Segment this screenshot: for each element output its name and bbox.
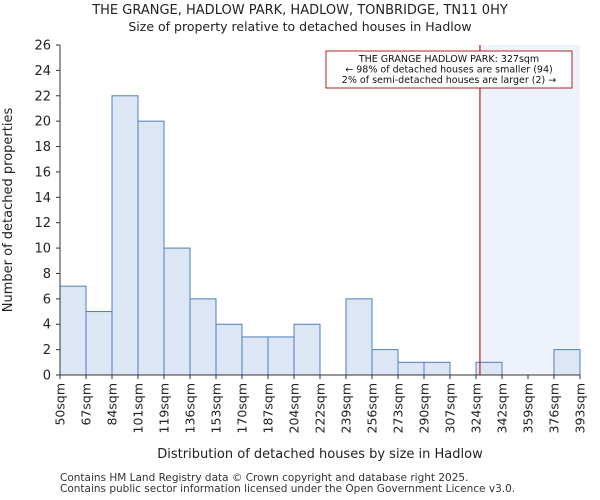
x-axis-label: Distribution of detached houses by size … xyxy=(157,447,483,462)
x-tick-label: 290sqm xyxy=(417,383,432,433)
x-tick-label: 187sqm xyxy=(261,383,276,433)
annotation-line-1: THE GRANGE HADLOW PARK: 327sqm xyxy=(358,54,539,65)
bar-376sqm xyxy=(553,349,581,376)
bar-256sqm xyxy=(371,349,399,376)
x-tick-label: 204sqm xyxy=(287,383,302,433)
y-tick-label: 4 xyxy=(43,318,51,333)
x-tick-label: 393sqm xyxy=(573,383,588,433)
y-tick-label: 0 xyxy=(43,369,51,384)
x-tick-label: 84sqm xyxy=(105,383,120,426)
footer-line-1: Contains HM Land Registry data © Crown c… xyxy=(60,472,469,484)
y-tick-label: 6 xyxy=(43,292,51,307)
highlight-region xyxy=(479,45,580,375)
bar-273sqm xyxy=(397,361,425,376)
bar-50sqm xyxy=(59,285,87,376)
chart-title-block: THE GRANGE, HADLOW PARK, HADLOW, TONBRID… xyxy=(0,3,600,35)
x-tick-label: 222sqm xyxy=(313,383,328,433)
y-tick-label: 10 xyxy=(34,242,51,257)
chart-subtitle: Size of property relative to detached ho… xyxy=(128,19,472,34)
bar-204sqm xyxy=(293,323,321,376)
y-tick-label: 18 xyxy=(34,140,51,155)
bar-239sqm xyxy=(345,298,373,376)
bar-67sqm xyxy=(85,311,113,376)
bar-101sqm xyxy=(137,120,165,376)
x-tick-label: 239sqm xyxy=(339,383,354,433)
y-tick-label: 22 xyxy=(34,89,51,104)
x-tick-label: 136sqm xyxy=(183,383,198,433)
annotation-line-2: ← 98% of detached houses are smaller (94… xyxy=(345,65,552,76)
x-tick-label: 359sqm xyxy=(521,383,536,433)
x-tick-label: 50sqm xyxy=(53,383,68,426)
y-tick-label: 20 xyxy=(34,115,51,130)
x-tick-label: 101sqm xyxy=(131,383,146,433)
bar-290sqm xyxy=(423,361,451,376)
footer-line-2: Contains public sector information licen… xyxy=(60,483,516,495)
footer: Contains HM Land Registry data © Crown c… xyxy=(60,473,515,495)
bar-84sqm xyxy=(111,95,139,376)
x-tick-label: 376sqm xyxy=(547,383,562,433)
y-tick-label: 8 xyxy=(43,267,51,282)
x-tick-label: 256sqm xyxy=(365,383,380,433)
annotation-line-3: 2% of semi-detached houses are larger (2… xyxy=(342,75,556,86)
x-tick-label: 342sqm xyxy=(495,383,510,433)
y-axis-label: Number of detached properties xyxy=(1,108,16,313)
x-tick-label: 67sqm xyxy=(79,383,94,426)
x-tick-label: 324sqm xyxy=(469,383,484,433)
y-tick-label: 26 xyxy=(34,39,51,54)
bar-170sqm xyxy=(241,336,269,376)
x-tick-label: 119sqm xyxy=(157,383,172,433)
annotation-box xyxy=(325,50,573,89)
bar-153sqm xyxy=(215,323,243,376)
x-tick-label: 273sqm xyxy=(391,383,406,433)
y-tick-label: 2 xyxy=(43,343,51,358)
x-tick-label: 307sqm xyxy=(443,383,458,433)
bar-136sqm xyxy=(189,298,217,376)
y-tick-label: 12 xyxy=(34,216,51,231)
y-tick-label: 16 xyxy=(34,165,51,180)
bar-187sqm xyxy=(267,336,295,376)
y-tick-label: 24 xyxy=(34,64,51,79)
chart-title: THE GRANGE, HADLOW PARK, HADLOW, TONBRID… xyxy=(92,3,508,18)
y-tick-label: 14 xyxy=(34,191,51,206)
x-tick-label: 153sqm xyxy=(209,383,224,433)
bar-119sqm xyxy=(163,247,191,376)
x-tick-label: 170sqm xyxy=(235,383,250,433)
